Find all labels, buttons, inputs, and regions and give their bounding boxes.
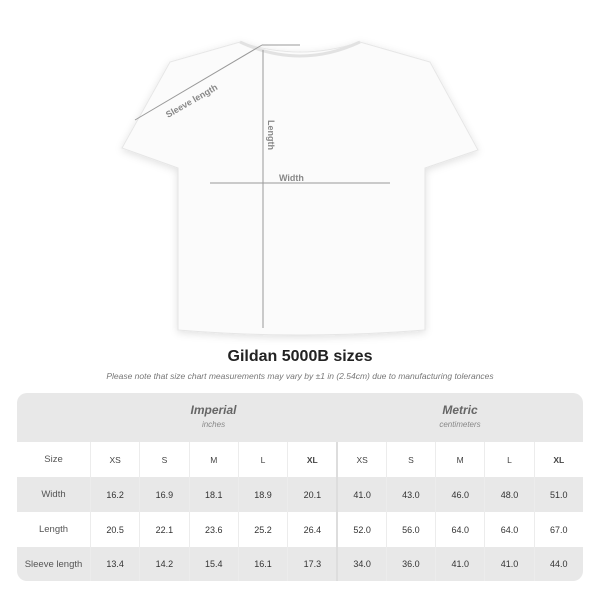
measurement-lines xyxy=(134,44,390,328)
size-header-cell: S xyxy=(385,442,435,477)
row-label: Sleeve length xyxy=(24,558,83,570)
length-label: Length xyxy=(266,120,276,150)
size-header-cell: L xyxy=(237,442,287,477)
tshirt-image: Sleeve length Length Width xyxy=(121,40,479,336)
value-cell: 15.4 xyxy=(188,547,238,581)
size-header-cell: XL xyxy=(287,442,336,477)
size-header-cell: XL xyxy=(533,442,583,477)
metric-heading: Metric xyxy=(442,403,478,417)
table-row: Width 16.2 16.9 18.1 18.9 20.1 41.0 43.0 46.0 48.… xyxy=(17,477,583,512)
value-cell: 36.0 xyxy=(385,547,435,581)
value-cell: 16.1 xyxy=(237,547,287,581)
row-label: Length xyxy=(38,524,69,535)
metric-header: Metric centimeters xyxy=(337,393,583,442)
imperial-header: Imperial inches xyxy=(90,393,337,442)
value-cell: 20.5 xyxy=(90,512,139,547)
value-cell: 41.0 xyxy=(336,477,385,512)
value-cell: 64.0 xyxy=(484,512,533,547)
size-table: Imperial inches Metric centimeters Size … xyxy=(17,393,583,581)
value-cell: 51.0 xyxy=(533,477,583,512)
value-cell: 48.0 xyxy=(484,477,533,512)
chart-title: Gildan 5000B sizes xyxy=(227,348,373,365)
value-cell: 14.2 xyxy=(139,547,188,581)
value-cell: 18.9 xyxy=(237,477,287,512)
value-cell: 13.4 xyxy=(90,547,139,581)
size-row: Size XS S M L XL XS S M L XL xyxy=(17,442,583,477)
tolerance-note: Please note that size chart measurements… xyxy=(106,371,494,381)
size-header-cell: M xyxy=(435,442,484,477)
value-cell: 20.1 xyxy=(287,477,336,512)
value-cell: 44.0 xyxy=(533,547,583,581)
value-cell: 46.0 xyxy=(435,477,484,512)
value-cell: 34.0 xyxy=(336,547,385,581)
size-header-cell: XS xyxy=(336,442,385,477)
table-row: Length 20.5 22.1 23.6 25.2 26.4 52.0 56.0 64.0 64… xyxy=(17,512,583,547)
value-cell: 16.9 xyxy=(139,477,188,512)
size-header-cell: L xyxy=(484,442,533,477)
value-cell: 22.1 xyxy=(139,512,188,547)
value-cell: 52.0 xyxy=(336,512,385,547)
row-label: Width xyxy=(41,489,66,500)
value-cell: 41.0 xyxy=(484,547,533,581)
value-cell: 25.2 xyxy=(237,512,287,547)
value-cell: 43.0 xyxy=(385,477,435,512)
width-label: Width xyxy=(279,173,304,183)
value-cell: 17.3 xyxy=(287,547,336,581)
value-cell: 16.2 xyxy=(90,477,139,512)
imperial-heading: Imperial xyxy=(190,403,237,417)
size-header-cell: S xyxy=(139,442,188,477)
imperial-unit: inches xyxy=(201,420,226,429)
size-header-cell: M xyxy=(188,442,238,477)
metric-unit: centimeters xyxy=(439,420,481,429)
value-cell: 18.1 xyxy=(188,477,238,512)
table-row: Sleeve length 13.4 14.2 15.4 16.1 17.3 34.0 36.… xyxy=(17,547,583,581)
value-cell: 41.0 xyxy=(435,547,484,581)
value-cell: 64.0 xyxy=(435,512,484,547)
value-cell: 67.0 xyxy=(533,512,583,547)
value-cell: 26.4 xyxy=(287,512,336,547)
size-label: Size xyxy=(44,454,63,465)
value-cell: 56.0 xyxy=(385,512,435,547)
value-cell: 23.6 xyxy=(188,512,238,547)
size-header-cell: XS xyxy=(90,442,139,477)
